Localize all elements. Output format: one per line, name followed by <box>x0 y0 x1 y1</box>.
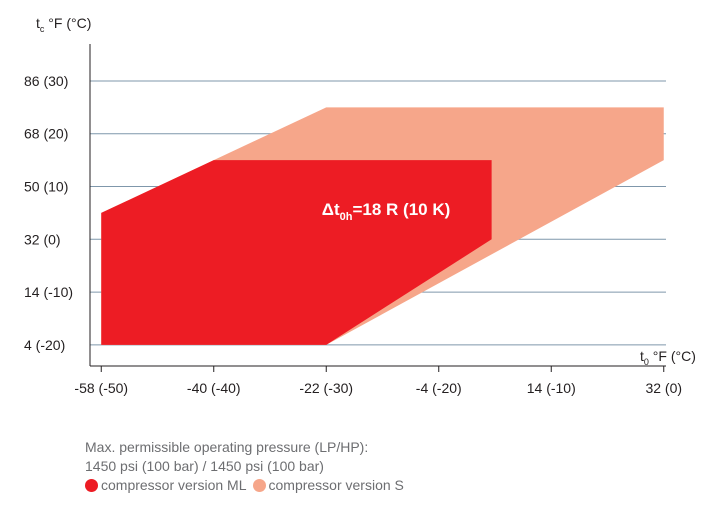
x-tick-label: -4 (-20) <box>416 380 462 396</box>
x-tick-label: -22 (-30) <box>299 380 353 396</box>
y-tick-label: 32 (0) <box>24 231 61 247</box>
x-axis-title: t0 °F (°C) <box>640 348 696 367</box>
annotation-main: Δt <box>322 200 340 219</box>
chart-footer: Max. permissible operating pressure (LP/… <box>85 438 410 495</box>
pressure-note-line1: Max. permissible operating pressure (LP/… <box>85 439 369 455</box>
y-axis-title: tc °F (°C) <box>36 15 91 34</box>
x-tick-label: -40 (-40) <box>187 380 241 396</box>
area-compressor-ml <box>101 160 492 345</box>
area-layer <box>101 107 664 345</box>
y-tick-label: 68 (20) <box>24 126 68 142</box>
legend-item-s: compressor version S <box>252 476 404 495</box>
legend-dot-s <box>252 479 266 492</box>
y-axis-title-main: t <box>36 15 40 31</box>
chart: 4 (-20) 14 (-10) 32 (0) 50 (10) 68 (20) 86 (3… <box>24 15 696 396</box>
delta-t-annotation: Δt0h=18 R (10 K) <box>322 200 451 223</box>
y-tick-label: 86 (30) <box>24 73 68 89</box>
x-axis-title-main: t <box>640 348 644 364</box>
annotation-sub: 0h <box>340 211 353 223</box>
legend-label-s: compressor version S <box>268 477 404 493</box>
x-tick-label: -58 (-50) <box>74 380 128 396</box>
tick-layer: 4 (-20) 14 (-10) 32 (0) 50 (10) 68 (20) 86 (3… <box>24 73 682 396</box>
y-tick-label: 14 (-10) <box>24 284 73 300</box>
annotation-rest: =18 R (10 K) <box>352 200 450 219</box>
x-axis-title-unit: °F (°C) <box>649 348 696 364</box>
legend-item-ml: compressor version ML <box>85 476 247 495</box>
x-tick-label: 32 (0) <box>645 380 682 396</box>
y-axis-title-sub: c <box>40 24 45 34</box>
x-axis-title-sub: 0 <box>644 357 649 367</box>
y-axis-title-unit: °F (°C) <box>44 15 91 31</box>
pressure-note-line2: 1450 psi (100 bar) / 1450 psi (100 bar) <box>85 458 324 474</box>
legend-dot-ml <box>85 479 98 492</box>
legend-label-ml: compressor version ML <box>101 477 247 493</box>
y-tick-label: 4 (-20) <box>24 337 65 353</box>
y-tick-label: 50 (10) <box>24 179 68 195</box>
x-tick-label: 14 (-10) <box>527 380 576 396</box>
legend: compressor version ML compressor version… <box>85 476 410 495</box>
